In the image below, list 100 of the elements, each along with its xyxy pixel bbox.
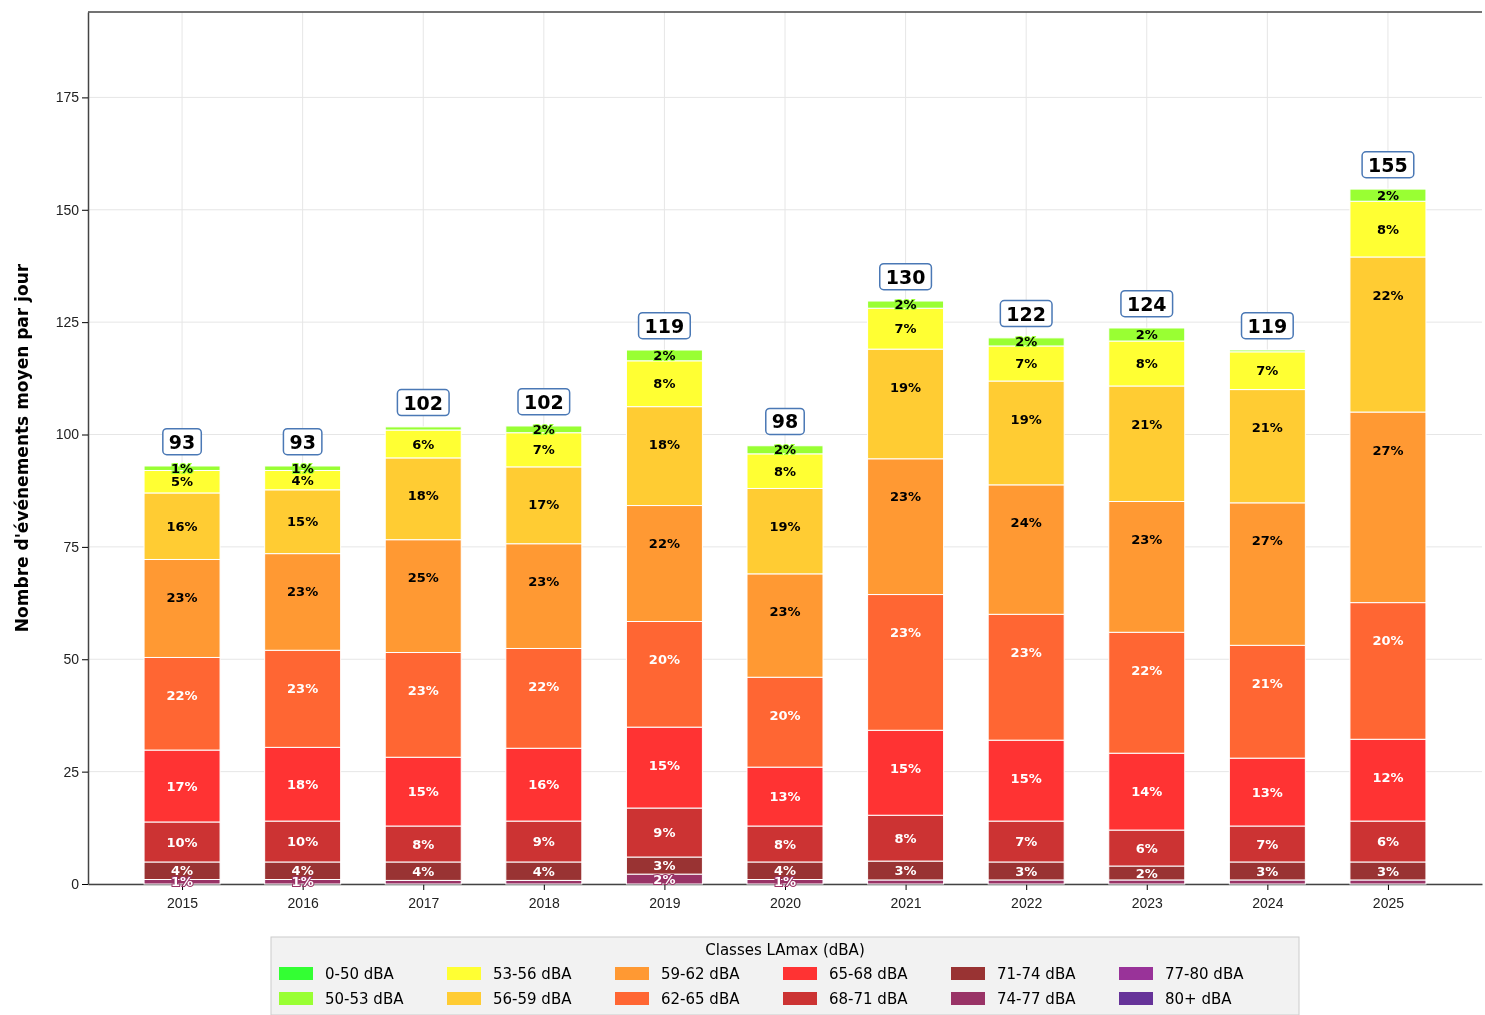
annotation: 2% (653, 871, 676, 887)
annotation: 15% (407, 784, 439, 800)
annotation: 22% (528, 679, 560, 695)
annotation: 1% (291, 874, 314, 890)
legend-label: 65-68 dBA (829, 965, 909, 984)
legend-label: 80+ dBA (1165, 990, 1233, 1009)
annotation: 23% (287, 680, 319, 696)
annotation: 13% (769, 789, 801, 805)
annotation: 2% (1135, 865, 1158, 881)
annotation: 27% (1372, 442, 1404, 458)
y-tick-label: 25 (63, 763, 80, 780)
annotation: 23% (528, 574, 560, 590)
annotation: 25% (407, 570, 439, 586)
annotation: 23% (166, 590, 198, 606)
legend-label: 59-62 dBA (661, 965, 741, 984)
y-tick-label: 125 (55, 314, 80, 331)
annotation: 6% (1376, 834, 1399, 850)
y-tick-label: 0 (71, 875, 80, 892)
annotation: 21% (1251, 420, 1283, 436)
annotation: 18% (648, 437, 680, 453)
x-tick-label: 2015 (166, 895, 199, 912)
annotation: 23% (890, 489, 922, 505)
annotation: 17% (166, 778, 198, 794)
legend-label: 68-71 dBA (829, 990, 909, 1009)
annotation: 24% (1010, 515, 1042, 531)
annotation: 19% (769, 519, 801, 534)
annotation: 20% (769, 707, 801, 723)
annotation: 23% (1131, 532, 1163, 548)
total-label: 98 (771, 410, 799, 433)
annotation: 21% (1131, 416, 1163, 432)
x-tick-label: 2016 (287, 895, 319, 912)
annotation: 15% (890, 760, 922, 776)
annotation: 2% (653, 347, 676, 363)
annotation: 17% (528, 497, 560, 513)
annotation: 6% (1135, 840, 1158, 856)
annotation: 19% (890, 379, 922, 395)
legend-title: Classes LAmax (dBA) (705, 941, 865, 959)
annotation: 9% (532, 834, 555, 850)
annotation: 16% (528, 777, 560, 793)
x-tick-label: 2022 (1011, 895, 1043, 912)
annotation: 7% (1015, 834, 1038, 850)
annotation: 22% (1372, 287, 1404, 303)
legend-label: 50-53 dBA (325, 990, 405, 1009)
annotation: 8% (773, 836, 797, 852)
legend-label: 74-77 dBA (997, 990, 1077, 1009)
y-tick-label: 150 (55, 201, 80, 218)
annotation: 14% (1131, 783, 1163, 799)
y-tick-label: 75 (63, 538, 80, 555)
annotation: 3% (894, 863, 917, 879)
annotation: 15% (287, 514, 319, 530)
annotation: 3% (1376, 863, 1399, 879)
x-tick-label: 2017 (408, 895, 440, 912)
annotation: 3% (1256, 863, 1279, 879)
legend-label: 71-74 dBA (997, 965, 1077, 984)
annotation: 15% (648, 757, 680, 773)
annotation: 15% (1010, 770, 1042, 786)
total-label: 102 (523, 390, 564, 413)
annotation: 8% (1135, 356, 1158, 372)
annotation: 4% (532, 863, 555, 879)
annotation: 3% (1015, 863, 1038, 879)
annotation: 9% (653, 825, 676, 841)
annotation: 4% (412, 863, 435, 879)
legend-label: 56-59 dBA (493, 990, 573, 1009)
annotation: 22% (166, 688, 198, 704)
annotation: 7% (1015, 356, 1038, 372)
annotation: 23% (890, 625, 922, 641)
annotation: 2% (1376, 187, 1399, 203)
annotation: 16% (166, 518, 198, 534)
y-tick-label: 50 (63, 651, 80, 668)
annotation: 7% (532, 442, 555, 458)
x-tick-label: 2021 (890, 895, 922, 912)
x-tick-label: 2020 (769, 895, 802, 912)
annotation: 2% (1135, 327, 1158, 343)
x-tick-label: 2019 (649, 895, 681, 912)
annotation: 5% (171, 474, 194, 490)
annotation: 7% (894, 321, 917, 337)
x-tick-label: 2024 (1252, 895, 1284, 912)
annotation: 19% (1010, 411, 1042, 427)
annotation: 22% (1131, 662, 1163, 678)
annotation: 3% (653, 858, 676, 874)
total-label: 93 (289, 430, 316, 453)
total-label: 102 (403, 391, 444, 414)
y-tick-label: 100 (55, 426, 80, 443)
annotation: 8% (412, 836, 435, 852)
annotation: 23% (1010, 644, 1042, 660)
total-label: 155 (1368, 153, 1408, 176)
total-label: 119 (644, 314, 685, 337)
annotation: 8% (773, 463, 797, 479)
annotation: 10% (166, 834, 198, 850)
annotation: 4% (291, 472, 314, 488)
x-tick-label: 2025 (1372, 895, 1405, 912)
annotation: 8% (653, 376, 676, 392)
annotation: 18% (407, 488, 439, 504)
annotation: 27% (1251, 533, 1283, 549)
legend-label: 77-80 dBA (1165, 965, 1245, 984)
annotation: 21% (1251, 675, 1283, 691)
legend-label: 53-56 dBA (493, 965, 573, 984)
total-label: 124 (1126, 292, 1167, 315)
annotation: 18% (287, 776, 319, 792)
total-label: 93 (168, 430, 196, 453)
